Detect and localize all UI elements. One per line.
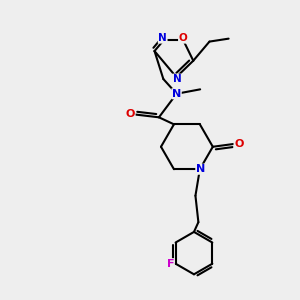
Text: O: O <box>234 139 243 149</box>
Text: F: F <box>167 259 174 269</box>
Text: N: N <box>172 89 181 99</box>
Text: N: N <box>158 33 167 43</box>
Text: O: O <box>178 33 187 43</box>
Text: O: O <box>126 110 135 119</box>
Text: N: N <box>172 74 181 84</box>
Text: N: N <box>196 164 205 174</box>
